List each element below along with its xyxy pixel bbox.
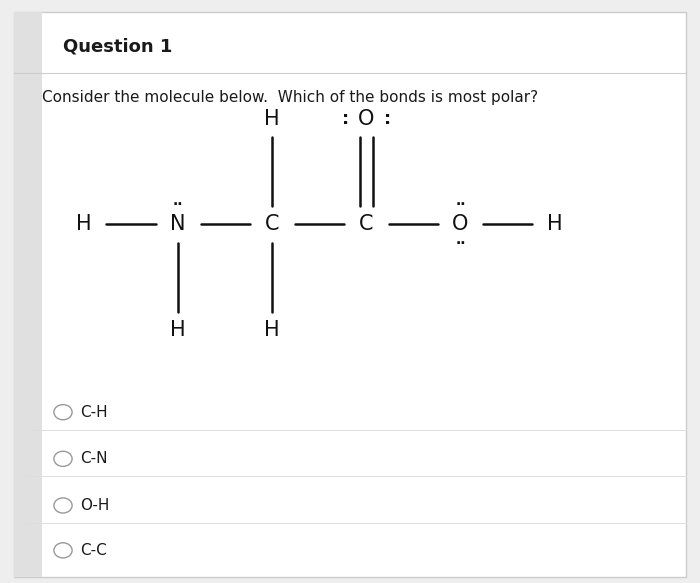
Text: :: : xyxy=(342,110,349,128)
Bar xyxy=(14,12,42,577)
Text: O: O xyxy=(452,215,469,234)
FancyBboxPatch shape xyxy=(14,12,686,577)
Text: O-H: O-H xyxy=(80,498,110,513)
Text: C: C xyxy=(359,215,374,234)
Text: :: : xyxy=(384,110,391,128)
Text: ··: ·· xyxy=(455,198,466,212)
Text: C: C xyxy=(265,215,279,234)
Text: H: H xyxy=(265,108,280,129)
Text: H: H xyxy=(170,320,186,340)
Text: ··: ·· xyxy=(455,237,466,251)
Text: O: O xyxy=(358,108,375,129)
Text: C-C: C-C xyxy=(80,543,107,558)
Text: C-N: C-N xyxy=(80,451,108,466)
Text: H: H xyxy=(547,215,563,234)
Text: ··: ·· xyxy=(173,198,183,212)
Text: N: N xyxy=(170,215,186,234)
Text: H: H xyxy=(265,320,280,340)
Text: H: H xyxy=(76,215,92,234)
Text: Consider the molecule below.  Which of the bonds is most polar?: Consider the molecule below. Which of th… xyxy=(42,90,538,106)
Text: Question 1: Question 1 xyxy=(63,38,172,56)
Text: C-H: C-H xyxy=(80,405,108,420)
